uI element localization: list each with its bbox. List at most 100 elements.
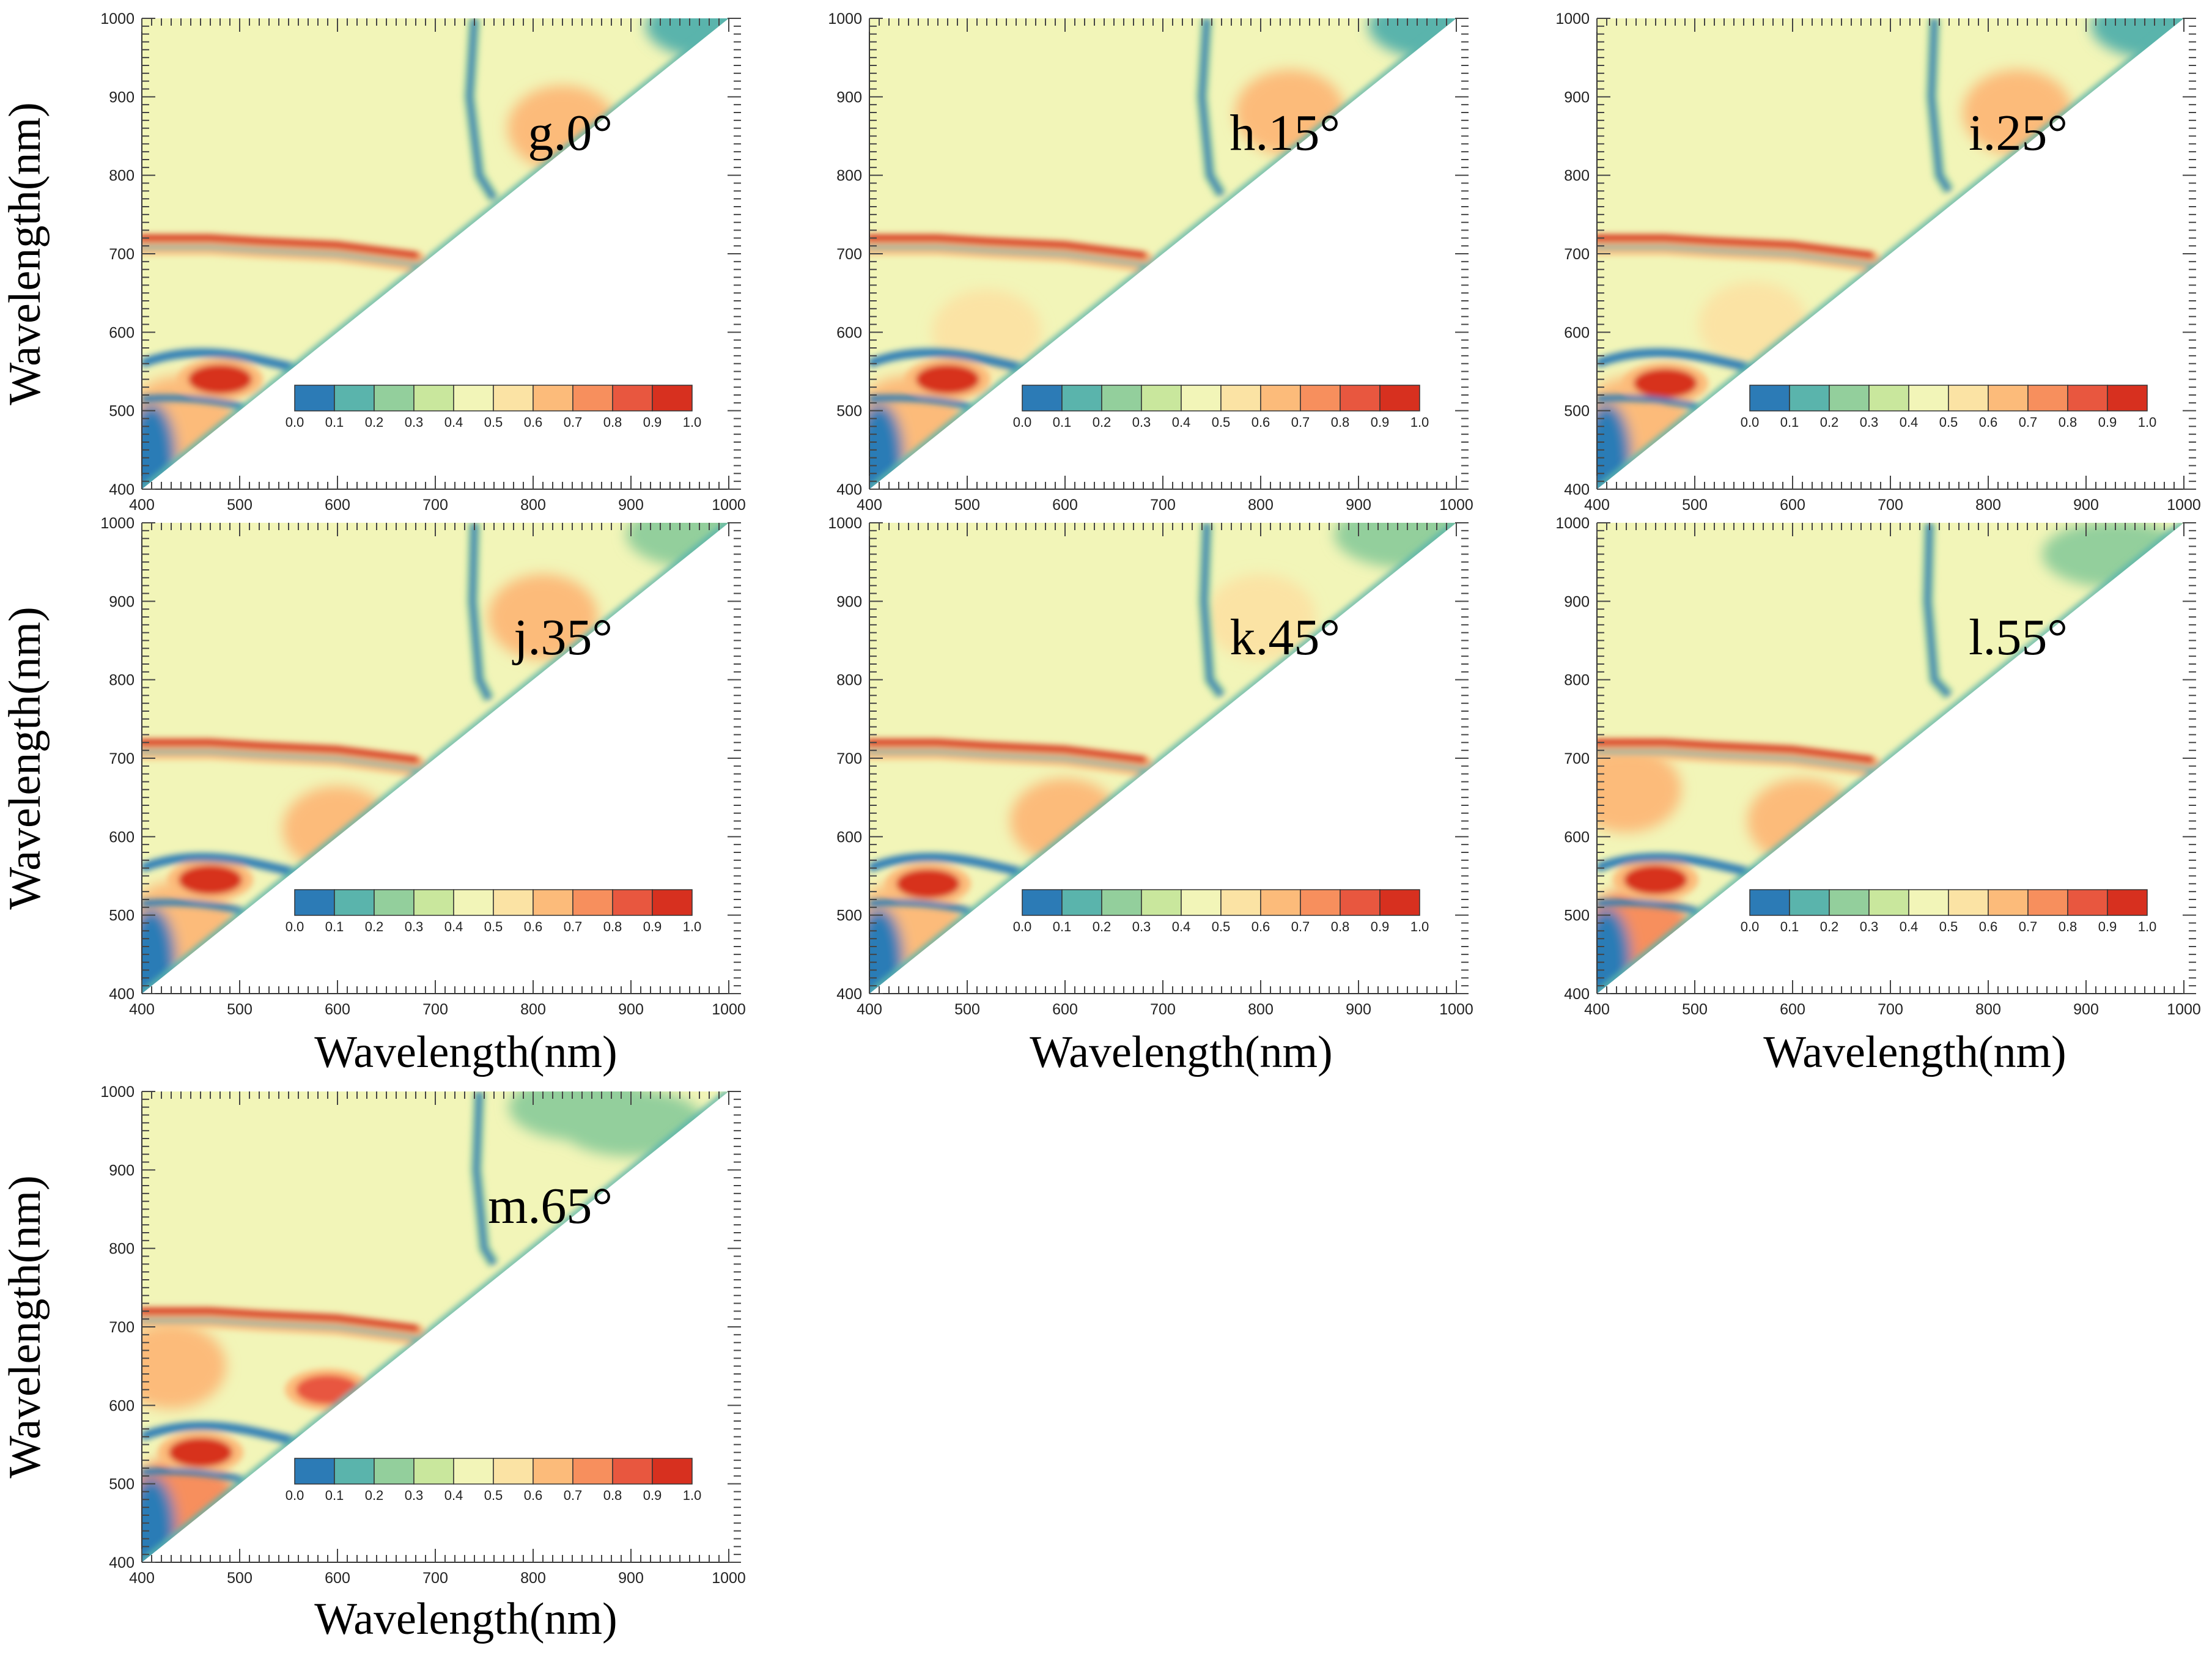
x-axis-title: Wavelength(nm) (314, 1594, 617, 1644)
colorbar-swatch (1022, 385, 1063, 412)
x-tick-label: 1000 (712, 1001, 746, 1018)
x-tick-label: 600 (325, 1570, 350, 1587)
heatmap-panel-h: 400 500 600 700 800 900 1000 400 500 600 700 800 900… (828, 10, 1473, 514)
colorbar-swatch (1220, 889, 1261, 916)
colorbar-swatch (1101, 385, 1142, 412)
colorbar-swatch (1061, 385, 1102, 412)
colorbar-tick-label: 0.8 (603, 919, 622, 934)
y-tick-label: 500 (109, 1476, 135, 1493)
colorbar-swatch (652, 385, 693, 412)
y-tick-label: 700 (1564, 750, 1590, 767)
panel-label: j.35° (512, 609, 613, 666)
red-lobe-0 (916, 364, 979, 394)
x-tick-label: 900 (618, 1001, 644, 1018)
colorbar-swatch (1749, 385, 1790, 412)
colorbar-swatch (1101, 889, 1142, 916)
heatmap-field (142, 18, 729, 489)
blue-curve-lower (1597, 899, 1701, 915)
heatmap-field (1597, 523, 2184, 994)
heatmap-sharp-features (869, 18, 1456, 489)
colorbar-tick-label: 0.8 (603, 1488, 622, 1503)
y-tick-label: 700 (109, 750, 135, 767)
colorbar-tick-label: 0.8 (2059, 415, 2077, 430)
orange-region-2 (1698, 281, 1808, 367)
red-band (869, 739, 1147, 764)
tick-marks (869, 522, 1469, 994)
y-tick-label: 400 (1564, 481, 1590, 498)
colorbar-tick-label: 0.7 (2019, 919, 2038, 934)
colorbar-swatch (612, 385, 653, 412)
orange-region-0 (1597, 747, 1681, 833)
colorbar-swatch (1908, 889, 1949, 916)
colorbar-tick-label: 0.3 (405, 1488, 424, 1503)
x-tick-label: 800 (520, 1570, 546, 1587)
x-tick-label: 1000 (1439, 497, 1473, 514)
colorbar-tick-label: 0.9 (2098, 919, 2117, 934)
x-tick-label: 600 (1780, 1001, 1805, 1018)
colorbar-swatch (652, 889, 693, 916)
y-tick-label: 700 (836, 246, 862, 263)
colorbar: 0.0 0.1 0.2 0.3 0.4 0.5 0.6 0.7 0.8 0.9 1.0 (286, 385, 701, 430)
panel-label: m.65° (488, 1178, 613, 1235)
colorbar-tick-label: 0.8 (603, 415, 622, 430)
y-tick-label: 600 (109, 829, 135, 846)
y-tick-label: 700 (836, 750, 862, 767)
colorbar-tick-label: 0.4 (444, 415, 463, 430)
y-tick-label: 500 (836, 907, 862, 925)
colorbar-swatch (572, 385, 613, 412)
colorbar-swatch (2027, 385, 2068, 412)
y-tick-label: 1000 (1555, 515, 1590, 532)
colorbar-swatch (1829, 385, 1870, 412)
x-tick-label: 800 (520, 1001, 546, 1018)
colorbar-swatch (334, 889, 375, 916)
colorbar-swatch (1379, 385, 1420, 412)
blue-band-edge (142, 1318, 418, 1340)
heatmap-sharp-features (142, 523, 729, 994)
y-tick-label: 700 (109, 1319, 135, 1336)
x-tick-label: 700 (422, 497, 448, 514)
blue-curve-lower (869, 899, 973, 915)
colorbar-swatch (652, 1458, 693, 1485)
y-tick-label: 900 (109, 1162, 135, 1179)
y-tick-label: 600 (836, 829, 862, 846)
panel-label: h.15° (1230, 105, 1340, 161)
colorbar-swatch (1141, 385, 1182, 412)
colorbar-tick-label: 0.4 (1172, 919, 1191, 934)
colorbar-tick-label: 0.2 (1093, 415, 1112, 430)
colorbar: 0.0 0.1 0.2 0.3 0.4 0.5 0.6 0.7 0.8 0.9 1.0 (1741, 889, 2156, 934)
x-tick-label: 600 (325, 1001, 350, 1018)
red-band-halo (142, 738, 426, 777)
colorbar-swatch (1829, 889, 1870, 916)
colorbar-swatch (612, 889, 653, 916)
y-tick-label: 800 (109, 672, 135, 689)
colorbar-swatch (2067, 889, 2108, 916)
red-lobe-0 (896, 869, 960, 899)
colorbar: 0.0 0.1 0.2 0.3 0.4 0.5 0.6 0.7 0.8 0.9 1.0 (1013, 889, 1429, 934)
red-lobe-0 (188, 364, 252, 394)
colorbar-tick-label: 1.0 (1410, 919, 1429, 934)
blue-ridge (1199, 18, 1224, 197)
colorbar-tick-label: 0.1 (1780, 415, 1799, 430)
diagonal-edge (1597, 523, 2184, 994)
x-tick-label: 600 (1052, 497, 1078, 514)
colorbar-swatch (1948, 889, 1989, 916)
colorbar-tick-label: 0.0 (1013, 415, 1032, 430)
heatmap-field (869, 18, 1456, 489)
blue-ridge (473, 1091, 496, 1266)
y-tick-label: 400 (836, 986, 862, 1003)
colorbar-tick-label: 0.1 (325, 415, 344, 430)
colorbar-tick-label: 0.1 (1053, 415, 1072, 430)
colorbar-tick-label: 0.3 (405, 415, 424, 430)
x-tick-label: 400 (1584, 1001, 1610, 1018)
colorbar-swatch (453, 889, 494, 916)
colorbar-tick-label: 0.9 (1371, 919, 1390, 934)
y-tick-label: 500 (836, 403, 862, 420)
blue-band-edge (142, 245, 418, 267)
colorbar: 0.0 0.1 0.2 0.3 0.4 0.5 0.6 0.7 0.8 0.9 1.0 (1741, 385, 2156, 430)
y-tick-label: 800 (1564, 672, 1590, 689)
colorbar-tick-label: 0.9 (643, 415, 662, 430)
heatmap-panel-i: 400 500 600 700 800 900 1000 400 500 600 700 800 900… (1555, 10, 2200, 514)
y-tick-label: 500 (1564, 907, 1590, 925)
colorbar-swatch (1340, 385, 1381, 412)
colorbar-swatch (413, 385, 454, 412)
